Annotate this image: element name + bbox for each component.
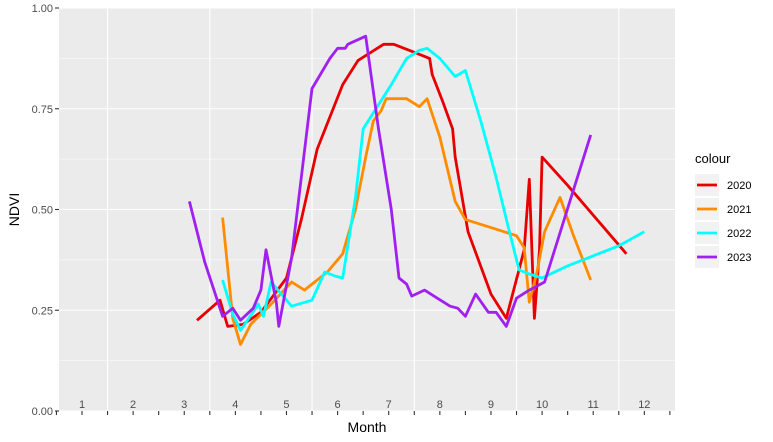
y-tick-label: 0.75	[32, 104, 53, 116]
x-tick-label: 5	[283, 399, 289, 411]
legend-title: colour	[695, 151, 731, 166]
y-axis: 0.00 0.25 0.50 0.75 1.00	[32, 3, 59, 418]
x-tick-label: 3	[181, 399, 187, 411]
legend-label-2021: 2021	[727, 204, 751, 216]
legend-label-2022: 2022	[727, 228, 751, 240]
x-tick-label: 6	[335, 399, 341, 411]
y-tick-label: 0.00	[32, 406, 53, 418]
y-tick-label: 0.25	[32, 305, 53, 317]
x-tick-label: 8	[437, 399, 443, 411]
legend-label-2020: 2020	[727, 180, 751, 192]
x-axis-title: Month	[348, 419, 387, 435]
x-tick-label: 9	[488, 399, 494, 411]
series-lines	[188, 34, 645, 346]
x-tick-label: 11	[587, 399, 598, 411]
x-tick-label: 10	[536, 399, 548, 411]
x-tick-label: 12	[638, 399, 650, 411]
grid-lines	[59, 7, 675, 412]
x-tick-label: 2	[130, 399, 136, 411]
x-tick-label: 7	[386, 399, 392, 411]
legend: colour 2020 2021 2022 2023	[695, 151, 751, 268]
y-tick-label: 1.00	[32, 3, 53, 15]
x-tick-label: 4	[232, 399, 238, 411]
y-axis-title: NDVI	[6, 193, 22, 226]
x-axis: 1 2 3 4 5 6 7 8 9 10 11 12	[55, 399, 671, 415]
legend-label-2023: 2023	[727, 252, 751, 264]
y-tick-label: 0.50	[32, 205, 53, 217]
x-tick-label: 1	[79, 399, 85, 411]
series-line-2023	[188, 34, 593, 328]
